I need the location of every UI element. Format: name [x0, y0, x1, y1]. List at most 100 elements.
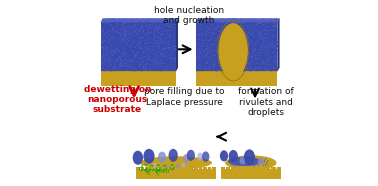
Point	[215, 36, 221, 39]
Point	[266, 19, 273, 22]
Point	[263, 161, 270, 163]
Point	[170, 44, 176, 47]
Point	[109, 18, 115, 21]
Point	[252, 55, 258, 58]
Point	[270, 45, 276, 48]
Point	[229, 162, 235, 165]
Point	[134, 51, 140, 54]
Point	[165, 39, 171, 42]
Point	[121, 46, 127, 49]
Ellipse shape	[220, 150, 228, 161]
Point	[141, 68, 147, 71]
Point	[252, 19, 258, 22]
Point	[108, 25, 115, 28]
Point	[113, 30, 119, 33]
Point	[155, 66, 161, 69]
Point	[223, 34, 229, 37]
Point	[239, 33, 245, 36]
Bar	[277, 167, 280, 179]
Point	[243, 164, 249, 167]
Point	[215, 35, 221, 38]
Point	[200, 18, 206, 21]
Point	[202, 69, 208, 72]
Point	[208, 31, 214, 33]
Point	[222, 51, 228, 54]
Point	[194, 48, 200, 51]
Point	[266, 42, 272, 45]
Point	[105, 40, 111, 43]
Ellipse shape	[165, 164, 168, 169]
Point	[250, 163, 256, 166]
Point	[146, 40, 152, 43]
Point	[158, 62, 164, 65]
Point	[122, 20, 129, 23]
Point	[220, 58, 226, 61]
Point	[136, 42, 142, 45]
Point	[118, 58, 124, 61]
Point	[224, 62, 230, 65]
Point	[108, 20, 114, 23]
Point	[264, 28, 270, 31]
Point	[266, 44, 272, 47]
Point	[152, 20, 158, 23]
Point	[274, 67, 280, 70]
Point	[155, 19, 161, 22]
Point	[142, 24, 148, 27]
Point	[243, 162, 249, 165]
Point	[107, 46, 113, 49]
Point	[269, 44, 275, 47]
Point	[249, 47, 256, 50]
Bar	[127, 74, 130, 86]
Point	[224, 19, 230, 22]
Point	[170, 31, 176, 34]
Point	[271, 22, 277, 25]
Point	[230, 19, 236, 22]
Point	[158, 36, 164, 39]
Point	[256, 49, 262, 52]
Point	[147, 67, 153, 70]
Point	[210, 68, 216, 70]
Point	[107, 20, 113, 23]
Point	[102, 19, 108, 22]
Point	[236, 159, 242, 162]
Point	[144, 38, 150, 41]
Point	[117, 62, 123, 65]
Point	[221, 41, 227, 44]
Point	[225, 41, 231, 44]
Point	[262, 162, 268, 165]
Point	[135, 42, 141, 45]
Point	[230, 51, 236, 54]
Point	[163, 69, 169, 72]
Point	[155, 48, 161, 51]
Point	[239, 66, 245, 69]
Point	[271, 44, 277, 47]
Point	[144, 32, 150, 35]
Point	[268, 19, 274, 22]
Bar	[195, 71, 277, 74]
Point	[122, 60, 128, 63]
Point	[238, 58, 244, 61]
Point	[209, 58, 215, 61]
Point	[257, 37, 263, 40]
Ellipse shape	[240, 156, 246, 164]
Point	[210, 17, 216, 20]
Point	[228, 54, 234, 57]
Point	[215, 51, 221, 54]
Point	[118, 61, 124, 64]
Point	[263, 56, 269, 59]
Point	[237, 67, 243, 70]
Point	[172, 47, 178, 50]
Point	[99, 56, 105, 59]
Point	[147, 65, 153, 68]
Point	[244, 37, 250, 40]
Point	[233, 32, 239, 35]
Point	[228, 160, 234, 163]
Point	[229, 17, 235, 20]
Point	[108, 50, 114, 53]
Point	[238, 160, 244, 163]
Point	[170, 21, 176, 24]
Point	[238, 163, 244, 166]
Point	[154, 60, 160, 62]
Point	[130, 18, 136, 21]
Point	[106, 41, 112, 44]
